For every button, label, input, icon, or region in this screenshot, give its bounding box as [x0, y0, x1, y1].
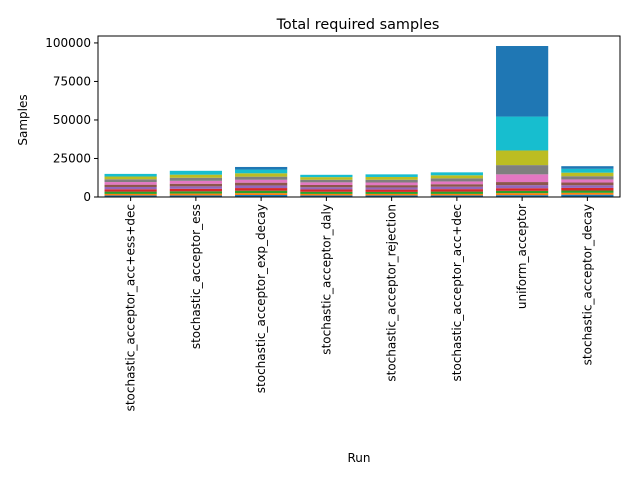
- x-tick-label: stochastic_acceptor_decay: [580, 204, 594, 365]
- chart-title: Total required samples: [276, 17, 440, 33]
- bar-segment: [431, 184, 483, 186]
- bar-segment: [496, 185, 548, 188]
- bar-segment: [300, 185, 352, 187]
- bar-segment: [366, 187, 418, 189]
- bar-segment: [496, 174, 548, 182]
- bar-segment: [235, 180, 287, 183]
- bar-segment: [561, 166, 613, 169]
- bar-segment: [561, 188, 613, 191]
- bar-segment: [561, 185, 613, 188]
- bar-segment: [105, 194, 157, 196]
- bar-segment: [235, 170, 287, 174]
- bar-segment: [170, 189, 222, 191]
- bar-segment: [561, 169, 613, 173]
- bar-segment: [366, 180, 418, 183]
- x-axis-label: Run: [347, 451, 370, 465]
- bar-segment: [366, 190, 418, 192]
- bar-segment: [431, 178, 483, 181]
- bar-segment: [496, 165, 548, 174]
- bar-segment: [431, 194, 483, 196]
- x-tick-label: stochastic_acceptor_rejection: [385, 204, 399, 382]
- bar-segment: [235, 193, 287, 195]
- bar-segment: [561, 176, 613, 179]
- bar-segment: [431, 172, 483, 175]
- bar-segment: [235, 191, 287, 193]
- bar-segment: [366, 177, 418, 180]
- bar-segment: [170, 178, 222, 181]
- bar-segment: [561, 191, 613, 193]
- bar-segment: [300, 182, 352, 185]
- bar-segment: [235, 167, 287, 170]
- bar-segment: [300, 192, 352, 194]
- y-axis-label: Samples: [16, 94, 30, 145]
- bar-segment: [235, 173, 287, 176]
- bar-segment: [170, 181, 222, 184]
- y-tick-label: 25000: [53, 151, 91, 165]
- x-tick-label: stochastic_acceptor_exp_decay: [254, 204, 268, 393]
- bar-segment: [170, 175, 222, 178]
- x-tick-label: stochastic_acceptor_acc+ess+dec: [124, 204, 138, 411]
- bar-segment: [496, 191, 548, 193]
- bar-segment: [105, 189, 157, 191]
- y-tick-label: 75000: [53, 74, 91, 88]
- x-tick-label: stochastic_acceptor_acc+dec: [450, 204, 464, 381]
- x-tick-label: stochastic_acceptor_daly: [319, 204, 333, 355]
- bar-segment: [366, 194, 418, 196]
- bar-segment: [496, 182, 548, 185]
- x-tick-label: stochastic_acceptor_ess: [189, 204, 203, 349]
- bar-segment: [170, 171, 222, 175]
- bar-segment: [170, 184, 222, 187]
- bar-segment: [170, 186, 222, 188]
- bar-segment: [561, 183, 613, 186]
- bar-segment: [300, 177, 352, 180]
- bar-segment: [496, 188, 548, 191]
- bar-segment: [561, 193, 613, 195]
- bar-segment: [366, 185, 418, 187]
- bar-segment: [105, 179, 157, 182]
- bar-segment: [496, 150, 548, 165]
- bar-segment: [105, 192, 157, 194]
- bar-segment: [300, 180, 352, 183]
- bar-segment: [496, 117, 548, 151]
- bar-segment: [431, 187, 483, 189]
- bar-segment: [366, 192, 418, 194]
- bar-segment: [105, 177, 157, 180]
- x-tick-label: uniform_acceptor: [515, 204, 529, 309]
- bar-segment: [105, 185, 157, 187]
- bar-segment: [300, 175, 352, 177]
- bar-segment: [366, 174, 418, 177]
- bar-segment: [300, 187, 352, 189]
- bar-segment: [431, 181, 483, 184]
- bar-segment: [235, 188, 287, 191]
- bar-segment: [431, 192, 483, 194]
- bar-segment: [105, 187, 157, 189]
- y-tick-label: 100000: [45, 36, 91, 50]
- bar-segment: [105, 174, 157, 177]
- y-tick-label: 0: [83, 190, 91, 204]
- bar-segment: [561, 173, 613, 177]
- bar-segment: [366, 183, 418, 186]
- bar-segment: [561, 179, 613, 182]
- bar-segment: [235, 177, 287, 180]
- bar-segment: [105, 182, 157, 185]
- bar-segment: [300, 189, 352, 191]
- bar-segment: [431, 189, 483, 191]
- bar-segment: [431, 175, 483, 178]
- bar-segment: [235, 183, 287, 186]
- y-tick-label: 50000: [53, 113, 91, 127]
- bar-segment: [496, 193, 548, 195]
- bar-segment: [496, 46, 548, 117]
- bar-segment: [235, 185, 287, 188]
- bar-segment: [170, 191, 222, 193]
- bar-segment: [300, 194, 352, 196]
- bar-segment: [170, 194, 222, 196]
